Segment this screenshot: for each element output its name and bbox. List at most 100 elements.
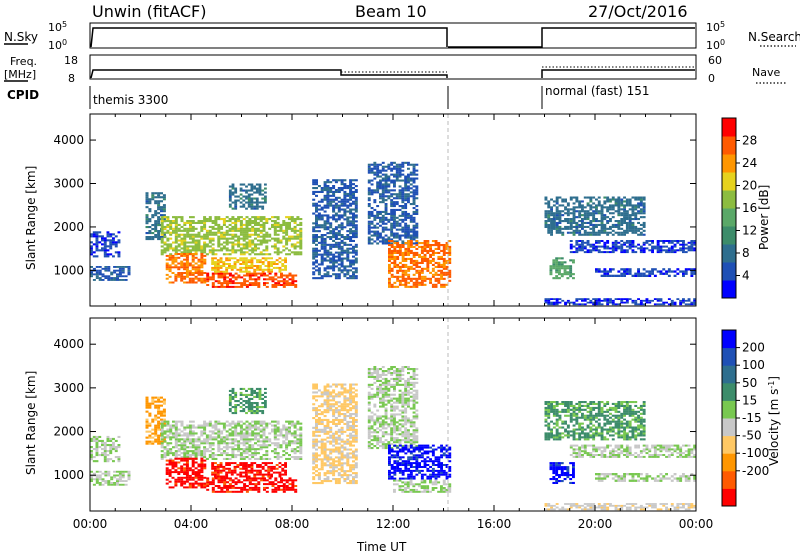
- power-data-cell: [299, 245, 303, 248]
- power-data-cell: [280, 284, 283, 286]
- velocity-data-cell: [282, 486, 286, 489]
- power-data-cell: [225, 268, 229, 271]
- power-data-cell: [418, 275, 421, 278]
- velocity-data-cell: [107, 470, 111, 473]
- power-data-cell: [154, 202, 158, 205]
- power-data-cell: [337, 245, 341, 248]
- velocity-data-cell: [185, 478, 189, 481]
- velocity-data-cell: [271, 450, 274, 453]
- power-data-cell: [203, 227, 207, 230]
- power-data-cell: [217, 239, 221, 242]
- power-data-cell: [617, 210, 621, 213]
- power-data-cell: [395, 193, 399, 196]
- power-data-cell: [575, 231, 579, 234]
- power-data-cell: [376, 163, 380, 166]
- power-data-cell: [231, 216, 235, 219]
- power-data-cell: [332, 218, 336, 221]
- velocity-data-cell: [273, 432, 277, 435]
- power-data-cell: [620, 272, 624, 275]
- power-data-cell: [407, 181, 410, 184]
- power-data-cell: [194, 266, 198, 269]
- power-data-cell: [367, 167, 371, 170]
- power-data-cell: [384, 165, 388, 168]
- velocity-data-cell: [197, 473, 201, 475]
- power-data-cell: [555, 196, 559, 199]
- velocity-data-cell: [174, 454, 178, 457]
- velocity-data-cell: [294, 488, 298, 491]
- power-data-cell: [564, 206, 567, 209]
- power-data-cell: [578, 245, 582, 248]
- velocity-data-cell: [282, 488, 286, 491]
- power-data-cell: [160, 216, 164, 219]
- power-data-cell: [352, 222, 355, 225]
- velocity-data-cell: [189, 420, 192, 423]
- power-data-cell: [412, 283, 416, 286]
- velocity-data-cell: [177, 471, 181, 474]
- velocity-data-cell: [163, 424, 167, 427]
- velocity-data-cell: [262, 442, 266, 445]
- power-data-cell: [401, 207, 405, 210]
- power-data-cell: [165, 266, 169, 269]
- power-data-cell: [271, 284, 275, 286]
- velocity-data-cell: [166, 454, 170, 457]
- power-data-cell: [611, 247, 615, 250]
- power-data-cell: [575, 210, 579, 213]
- velocity-data-cell: [282, 450, 286, 453]
- velocity-data-cell: [110, 476, 114, 479]
- power-data-cell: [200, 273, 204, 276]
- velocity-data-cell: [279, 428, 283, 431]
- power-data-cell: [253, 207, 256, 210]
- power-data-cell: [609, 274, 612, 277]
- power-data-cell: [631, 299, 635, 302]
- velocity-data-cell: [191, 463, 195, 466]
- power-data-cell: [384, 208, 388, 211]
- power-data-cell: [404, 249, 408, 252]
- power-data-cell: [231, 247, 235, 250]
- power-data-cell: [550, 231, 553, 234]
- velocity-data-cell: [299, 444, 303, 447]
- velocity-data-cell: [145, 424, 149, 427]
- velocity-data-cell: [169, 424, 173, 427]
- velocity-data-cell: [208, 454, 212, 457]
- velocity-data-cell: [113, 483, 117, 486]
- power-data-cell: [555, 218, 559, 221]
- power-data-cell: [346, 185, 350, 188]
- power-data-cell: [337, 259, 341, 262]
- power-data-cell: [404, 216, 408, 219]
- velocity-data-cell: [180, 448, 184, 451]
- power-data-cell: [623, 241, 626, 244]
- power-data-cell: [437, 273, 441, 276]
- power-data-cell: [180, 225, 184, 228]
- velocity-data-cell: [242, 428, 246, 431]
- power-data-cell: [285, 280, 289, 283]
- power-data-cell: [639, 210, 643, 213]
- power-data-cell: [423, 279, 427, 282]
- velocity-data-cell: [251, 448, 255, 451]
- power-data-cell: [370, 169, 374, 172]
- power-data-cell: [639, 231, 643, 234]
- power-data-cell: [228, 223, 232, 226]
- velocity-data-cell: [228, 486, 232, 489]
- power-data-cell: [346, 216, 350, 219]
- power-data-cell: [373, 230, 377, 233]
- power-data-cell: [393, 263, 397, 266]
- power-data-cell: [370, 193, 374, 196]
- power-data-cell: [673, 240, 677, 242]
- power-data-cell: [673, 303, 677, 306]
- power-data-cell: [109, 245, 113, 248]
- power-data-cell: [340, 239, 344, 242]
- power-data-cell: [247, 199, 251, 202]
- power-data-cell: [561, 210, 565, 213]
- power-data-cell: [560, 273, 564, 276]
- velocity-data-cell: [168, 469, 172, 472]
- power-data-cell: [555, 257, 559, 260]
- power-data-cell: [628, 243, 632, 246]
- power-data-cell: [169, 247, 173, 250]
- power-data-cell: [337, 187, 341, 190]
- velocity-data-cell: [256, 457, 260, 460]
- power-data-cell: [409, 242, 413, 245]
- power-data-cell: [401, 197, 405, 200]
- velocity-data-cell: [290, 450, 294, 453]
- power-data-cell: [92, 267, 96, 270]
- velocity-data-cell: [106, 437, 110, 440]
